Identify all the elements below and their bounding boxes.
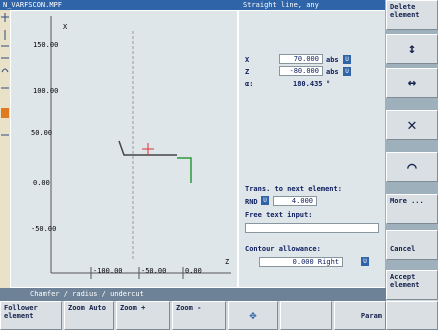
x-label: 150.00: [33, 41, 59, 49]
softkey[interactable]: Accept element: [386, 270, 438, 300]
z-label: -50.00: [141, 267, 167, 275]
softkey-empty[interactable]: [386, 301, 438, 330]
transition-label: Trans. to next element:: [245, 185, 342, 193]
softkey[interactable]: Param: [334, 301, 386, 330]
free-text-input[interactable]: [245, 223, 379, 233]
field-value[interactable]: -80.000: [279, 66, 323, 76]
x-label: -50.00: [31, 225, 57, 233]
toolbar-icons: [1, 13, 9, 136]
x-label: 50.00: [31, 129, 53, 137]
field-unit: abs: [326, 56, 339, 64]
form-panel: X 70.000 abs U Z -80.000 abs U α: 180.43…: [238, 10, 386, 288]
transition-value[interactable]: 4.000: [273, 196, 317, 206]
softkey[interactable]: More ...: [386, 194, 438, 224]
softkey[interactable]: Follower element: [0, 301, 62, 330]
transition-type: RND: [245, 198, 258, 206]
contour-graph: X Z 150.00 100.00 50.00 0.00 -50.00 -100…: [10, 10, 238, 288]
softkey[interactable]: Zoom Auto: [64, 301, 114, 330]
softkey[interactable]: Zoom -: [172, 301, 226, 330]
softkey[interactable]: Cancel: [386, 230, 438, 260]
field-unit: abs: [326, 68, 339, 76]
z-label: 0.00: [185, 267, 202, 275]
softkey-arc[interactable]: ⌒: [386, 152, 438, 182]
softkey[interactable]: Zoom +: [116, 301, 170, 330]
x-label: 0.00: [33, 179, 50, 187]
field-label: X: [245, 56, 250, 64]
field-unit: °: [326, 80, 331, 88]
mode-title: Straight line, any: [240, 0, 385, 10]
toggle-button[interactable]: U: [343, 55, 351, 64]
graph-drawing: [50, 16, 231, 279]
allowance-value[interactable]: 0.000 Right: [259, 257, 343, 267]
field-label: α:: [245, 80, 254, 88]
program-title: N_VARFSCON.MPF: [0, 0, 240, 10]
free-text-label: Free text input:: [245, 211, 313, 219]
x-label: 100.00: [33, 87, 59, 95]
x-axis-name: X: [63, 23, 68, 31]
toggle-button[interactable]: U: [361, 257, 369, 266]
z-axis-name: Z: [225, 258, 230, 266]
field-label: Z: [245, 68, 250, 76]
field-value[interactable]: 70.000: [279, 54, 323, 64]
left-toolbar: [0, 10, 10, 300]
field-value: 180.435: [293, 80, 323, 88]
toggle-button[interactable]: U: [343, 67, 351, 76]
status-bar: Chamfer / radius / undercut: [0, 288, 386, 301]
z-label: -100.00: [93, 267, 123, 275]
softkey-empty[interactable]: [280, 301, 332, 330]
softkey[interactable]: Delete element: [386, 0, 438, 30]
softkey-oblique-line[interactable]: ✕: [386, 110, 438, 140]
softkey-vertical-line[interactable]: ↕: [386, 34, 438, 64]
toggle-button[interactable]: U: [261, 196, 269, 205]
softkey-pan[interactable]: ✥: [228, 301, 278, 330]
softkey-horizontal-line[interactable]: ↔: [386, 68, 438, 98]
allowance-label: Contour allowance:: [245, 245, 321, 253]
